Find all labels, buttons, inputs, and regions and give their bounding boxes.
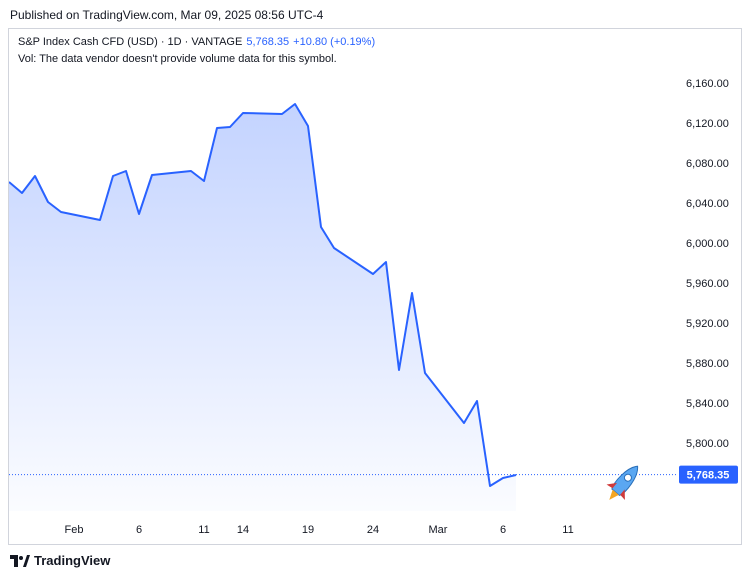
x-tick-label: 11 (562, 524, 573, 536)
price-change: +10.80 (+0.19%) (293, 36, 376, 48)
x-tick-label: Mar (429, 524, 448, 536)
rocket-icon (606, 465, 639, 500)
published-caption: Published on TradingView.com, Mar 09, 20… (10, 8, 324, 22)
y-tick-label: 5,880.00 (686, 358, 729, 370)
chart-frame (8, 28, 742, 545)
x-tick-label: 6 (500, 524, 506, 536)
volume-note: Vol: The data vendor doesn't provide vol… (18, 53, 337, 65)
tradingview-wordmark: TradingView (34, 553, 111, 568)
y-tick-label: 6,000.00 (686, 238, 729, 250)
y-tick-label: 6,160.00 (686, 78, 729, 90)
last-price: 5,768.35 (246, 36, 290, 48)
x-tick-label: 19 (302, 524, 314, 536)
symbol-legend: S&P Index Cash CFD (USD) · 1D · VANTAGE 5… (18, 36, 375, 48)
svg-text:5,768.35: 5,768.35 (687, 470, 730, 482)
price-area-fill (9, 104, 516, 511)
x-tick-label: 6 (136, 524, 142, 536)
x-tick-label: 11 (198, 524, 209, 536)
y-tick-label: 6,120.00 (686, 118, 729, 130)
x-tick-label: 14 (237, 524, 249, 536)
footer-branding[interactable]: TradingView (10, 553, 110, 568)
y-tick-label: 5,840.00 (686, 398, 729, 410)
y-tick-label: 6,080.00 (686, 158, 729, 170)
tradingview-logo-icon (10, 554, 30, 567)
price-series-line (9, 103, 517, 487)
x-tick-label: 24 (367, 524, 379, 536)
x-tick-label: Feb (65, 524, 84, 536)
y-tick-label: 5,960.00 (686, 278, 729, 290)
last-price-label: 5,768.35 (679, 465, 738, 484)
y-tick-label: 6,040.00 (686, 198, 729, 210)
y-tick-label: 5,920.00 (686, 318, 729, 330)
y-tick-label: 5,800.00 (686, 438, 729, 450)
plot-area (9, 103, 517, 511)
symbol-title: S&P Index Cash CFD (USD) · 1D · VANTAGE (18, 36, 243, 48)
